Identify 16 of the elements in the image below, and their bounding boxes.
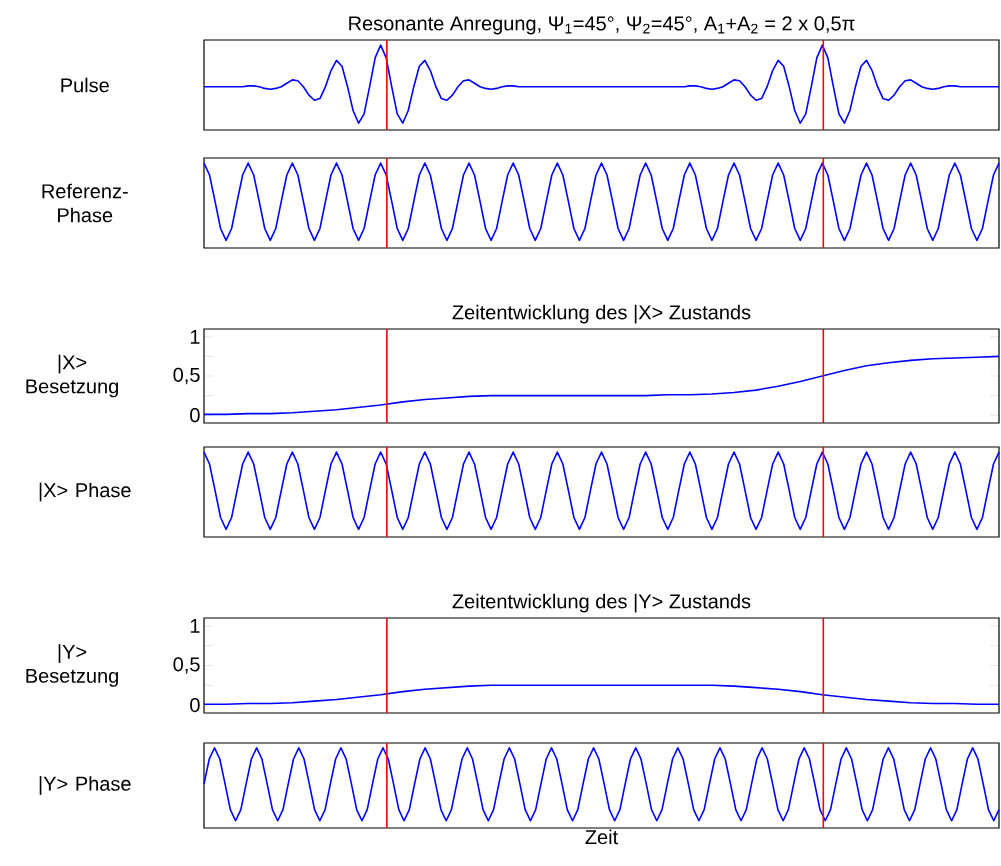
y-axis-title: |X> Phase (39, 482, 131, 502)
y-tick-label: 0 (190, 408, 200, 423)
chart-title: Resonante Anregung, Ψ$_{1}$=45°, Ψ$_{2}$=45°, A$_{1}$+A$_{2}$ = 2 x 0,5π (349, 16, 855, 35)
y-axis-title: |X> Besetzung (26, 354, 118, 398)
chart-title: Zeitentwicklung des |X> Zustands (452, 304, 751, 324)
y-tick-label: 0,5 (173, 367, 200, 385)
y-axis-title: |Y> Phase (39, 776, 131, 795)
y-tick-label: 0,5 (173, 657, 200, 674)
y-tick-label: 0 (190, 698, 200, 713)
y-tick-label: 1 (190, 619, 200, 633)
y-tick-label: 1 (190, 329, 200, 344)
y-axis-title: Referenz-Phase (42, 183, 128, 223)
x-axis-title: Zeit (585, 829, 619, 845)
y-axis-title: |Y> Besetzung (26, 644, 118, 687)
y-axis-title: Pulse (61, 77, 109, 93)
chart-title: Zeitentwicklung des |Y> Zustands (452, 593, 751, 613)
